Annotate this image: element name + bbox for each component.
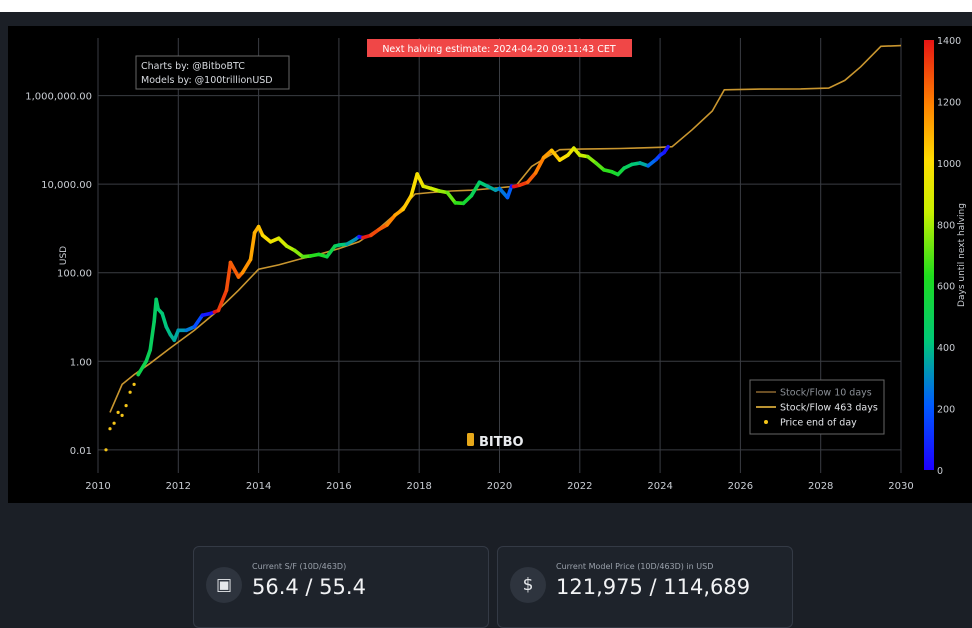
price-dot: [104, 448, 107, 451]
stat-label-sf: Current S/F (10D/463D): [252, 562, 346, 571]
y-tick-label: 1,000,000.00: [25, 92, 92, 103]
x-tick-label: 2012: [166, 481, 191, 492]
chart-panel: 2010 2012 2014 2016 2018 2020 2022 2024 2026 2028…: [8, 26, 972, 503]
colorbar-tick-label: 800: [937, 220, 955, 231]
bitbo-watermark: BITBO: [479, 435, 524, 450]
y-tick-label: 1.00: [70, 357, 92, 368]
colorbar-tick-label: 600: [937, 282, 955, 293]
price-dot: [121, 414, 124, 417]
price-segment: [251, 233, 255, 260]
x-tick-label: 2020: [487, 481, 512, 492]
price-segment: [138, 361, 146, 374]
stat-card-model-price: $ Current Model Price (10D/463D) in USD …: [497, 546, 793, 628]
chart-image-icon: ▣: [206, 567, 242, 603]
colorbar-label: Days until next halving: [957, 203, 967, 307]
legend-label: Price end of day: [780, 418, 857, 429]
price-segment: [150, 321, 154, 350]
price-segment: [243, 259, 251, 272]
price-segment: [231, 263, 239, 278]
price-dot: [125, 404, 128, 407]
sf-463-line: [110, 46, 901, 413]
top-strip: [0, 0, 972, 12]
colorbar-tick-label: 1200: [937, 97, 961, 108]
price-segment: [536, 158, 544, 173]
colorbar-tick-label: 1000: [937, 159, 961, 170]
price-dot: [133, 383, 136, 386]
stat-value-model-price: 121,975 / 114,689: [556, 575, 750, 599]
colorbar-tick-label: 1400: [937, 36, 961, 47]
dollar-icon: $: [510, 567, 546, 603]
legend-swatch: [764, 420, 768, 424]
stock-to-flow-chart[interactable]: 2010 2012 2014 2016 2018 2020 2022 2024 2026 2028…: [8, 26, 972, 503]
price-dot: [129, 391, 132, 394]
price-segment: [447, 193, 455, 203]
price-segment: [227, 263, 231, 291]
stat-value-sf: 56.4 / 55.4: [252, 575, 366, 599]
colorbar: [924, 40, 934, 470]
colorbar-tick-label: 400: [937, 343, 955, 354]
y-tick-label: 10,000.00: [41, 180, 92, 191]
price-dot: [113, 422, 116, 425]
x-tick-label: 2026: [728, 481, 753, 492]
x-tick-label: 2010: [85, 481, 110, 492]
bitbo-logo-icon: [467, 433, 474, 446]
x-tick-label: 2022: [567, 481, 592, 492]
halving-banner-text: Next halving estimate: 2024-04-20 09:11:…: [382, 44, 616, 55]
price-dot: [108, 427, 111, 430]
credit-models: Models by: @100trillionUSD: [141, 75, 273, 86]
stat-card-sf: ▣ Current S/F (10D/463D) 56.4 / 55.4: [193, 546, 489, 628]
x-tick-label: 2016: [326, 481, 351, 492]
price-dot: [117, 411, 120, 414]
price-segment: [528, 173, 536, 182]
legend-label: Stock/Flow 463 days: [780, 403, 878, 414]
x-tick-label: 2018: [406, 481, 431, 492]
price-segment: [218, 290, 226, 310]
legend-label: Stock/Flow 10 days: [780, 388, 872, 399]
x-tick-label: 2014: [246, 481, 271, 492]
x-tick-label: 2024: [647, 481, 672, 492]
colorbar-tick-label: 0: [937, 466, 943, 477]
price-segment: [411, 174, 417, 196]
x-tick-label: 2028: [808, 481, 833, 492]
credit-charts: Charts by: @BitboBTC: [141, 61, 245, 72]
y-tick-label: 100.00: [57, 269, 92, 280]
price-segment: [162, 314, 166, 327]
x-tick-label: 2030: [888, 481, 913, 492]
y-tick-label: 0.01: [70, 446, 92, 457]
price-segment: [403, 196, 411, 210]
stat-label-model-price: Current Model Price (10D/463D) in USD: [556, 562, 713, 571]
y-axis-label: USD: [59, 246, 69, 265]
colorbar-tick-label: 200: [937, 405, 955, 416]
